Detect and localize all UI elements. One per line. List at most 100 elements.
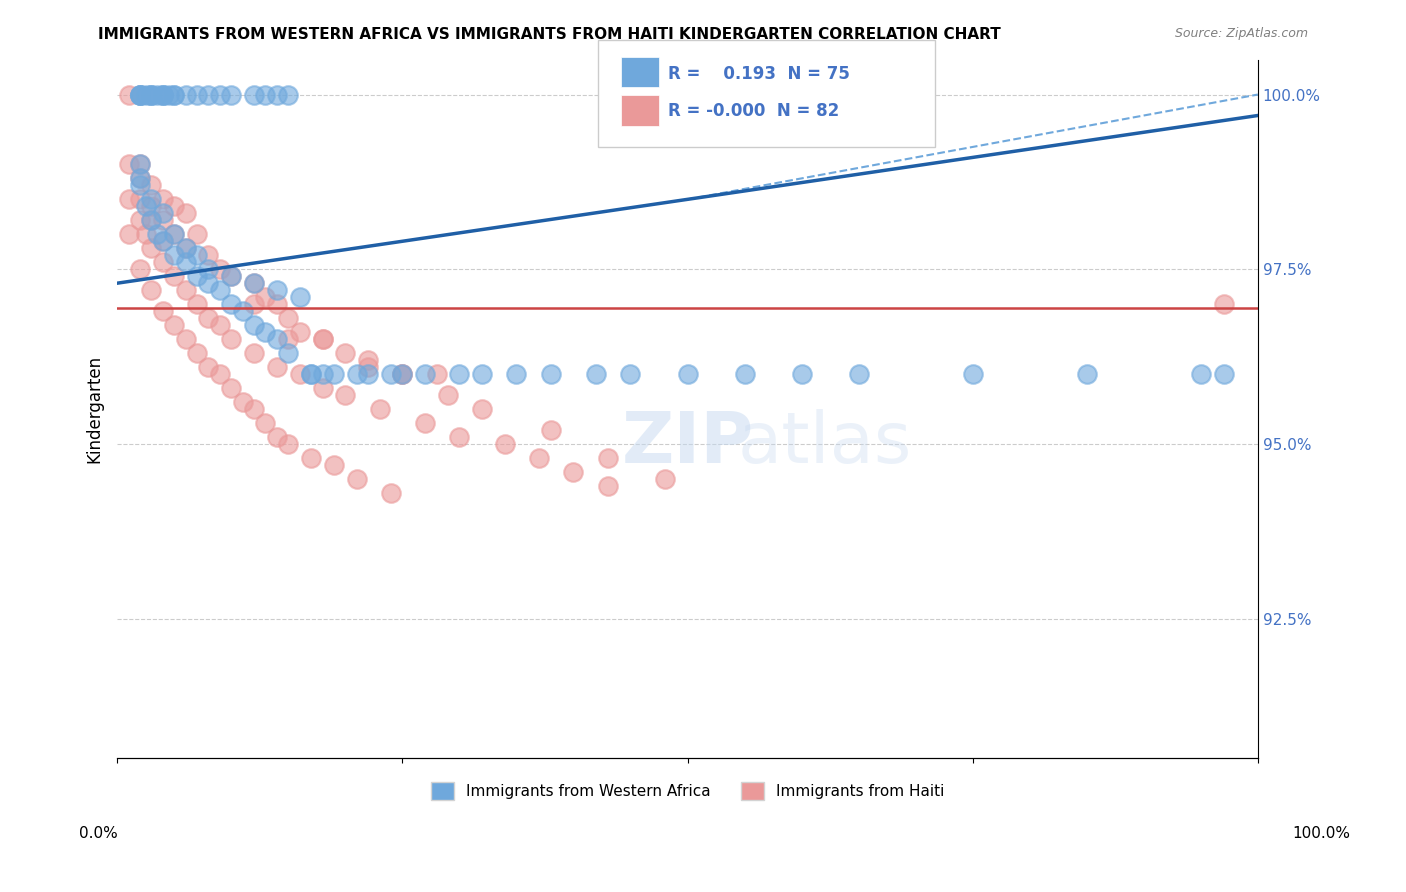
- Point: [357, 353, 380, 368]
- Point: [734, 367, 756, 381]
- Point: [219, 269, 242, 284]
- Point: [277, 311, 299, 326]
- Point: [152, 87, 174, 102]
- Text: R =    0.193  N = 75: R = 0.193 N = 75: [668, 65, 849, 83]
- Point: [357, 367, 380, 381]
- Point: [243, 276, 266, 290]
- Point: [619, 367, 641, 381]
- Point: [505, 367, 527, 381]
- Point: [596, 479, 619, 493]
- Point: [174, 255, 197, 269]
- Point: [157, 87, 180, 102]
- Point: [117, 227, 139, 242]
- Point: [471, 367, 494, 381]
- Point: [311, 367, 333, 381]
- Point: [174, 87, 197, 102]
- Point: [243, 401, 266, 416]
- Point: [219, 332, 242, 346]
- Point: [254, 87, 277, 102]
- Point: [232, 304, 254, 318]
- Point: [186, 297, 208, 311]
- Text: atlas: atlas: [737, 409, 911, 478]
- Point: [197, 87, 219, 102]
- Point: [266, 332, 288, 346]
- Point: [243, 276, 266, 290]
- Point: [288, 325, 311, 339]
- Point: [254, 325, 277, 339]
- Point: [277, 437, 299, 451]
- Point: [266, 87, 288, 102]
- Point: [585, 367, 607, 381]
- Point: [380, 367, 402, 381]
- Point: [848, 367, 870, 381]
- Point: [277, 346, 299, 360]
- Legend: Immigrants from Western Africa, Immigrants from Haiti: Immigrants from Western Africa, Immigran…: [425, 776, 950, 806]
- Point: [335, 346, 357, 360]
- Point: [1076, 367, 1098, 381]
- Point: [129, 87, 152, 102]
- Text: IMMIGRANTS FROM WESTERN AFRICA VS IMMIGRANTS FROM HAITI KINDERGARTEN CORRELATION: IMMIGRANTS FROM WESTERN AFRICA VS IMMIGR…: [98, 27, 1001, 42]
- Point: [129, 171, 152, 186]
- Point: [163, 199, 186, 213]
- Point: [146, 227, 169, 242]
- Point: [254, 416, 277, 430]
- Point: [299, 450, 322, 465]
- Point: [197, 276, 219, 290]
- Point: [790, 367, 813, 381]
- Point: [129, 213, 152, 227]
- Point: [654, 472, 676, 486]
- Point: [174, 241, 197, 255]
- Point: [322, 458, 344, 472]
- Point: [219, 381, 242, 395]
- Point: [197, 248, 219, 262]
- Point: [129, 178, 152, 193]
- Point: [163, 87, 186, 102]
- Point: [277, 87, 299, 102]
- Point: [141, 87, 163, 102]
- Point: [1189, 367, 1212, 381]
- Point: [141, 87, 163, 102]
- Point: [288, 367, 311, 381]
- Point: [141, 87, 163, 102]
- Text: ZIP: ZIP: [621, 409, 754, 478]
- Point: [1212, 297, 1234, 311]
- Point: [117, 87, 139, 102]
- Point: [437, 388, 460, 402]
- Point: [129, 157, 152, 171]
- Point: [141, 213, 163, 227]
- Point: [129, 87, 152, 102]
- Point: [413, 416, 436, 430]
- Point: [141, 199, 163, 213]
- Point: [368, 401, 391, 416]
- Point: [335, 388, 357, 402]
- Point: [141, 192, 163, 206]
- Point: [529, 450, 551, 465]
- Point: [152, 234, 174, 248]
- Point: [266, 297, 288, 311]
- Point: [219, 297, 242, 311]
- Point: [232, 395, 254, 409]
- Point: [197, 262, 219, 277]
- Point: [311, 381, 333, 395]
- Point: [299, 367, 322, 381]
- Point: [380, 485, 402, 500]
- Point: [163, 227, 186, 242]
- Point: [152, 87, 174, 102]
- Point: [186, 227, 208, 242]
- Point: [391, 367, 413, 381]
- Point: [299, 367, 322, 381]
- Text: 0.0%: 0.0%: [79, 827, 118, 841]
- Text: R = -0.000  N = 82: R = -0.000 N = 82: [668, 103, 839, 120]
- Point: [219, 87, 242, 102]
- Point: [152, 304, 174, 318]
- Point: [266, 359, 288, 374]
- Text: Source: ZipAtlas.com: Source: ZipAtlas.com: [1174, 27, 1308, 40]
- Point: [254, 290, 277, 304]
- Point: [208, 283, 231, 297]
- Point: [141, 283, 163, 297]
- Point: [277, 332, 299, 346]
- Point: [174, 241, 197, 255]
- Point: [152, 192, 174, 206]
- Point: [596, 450, 619, 465]
- Point: [186, 346, 208, 360]
